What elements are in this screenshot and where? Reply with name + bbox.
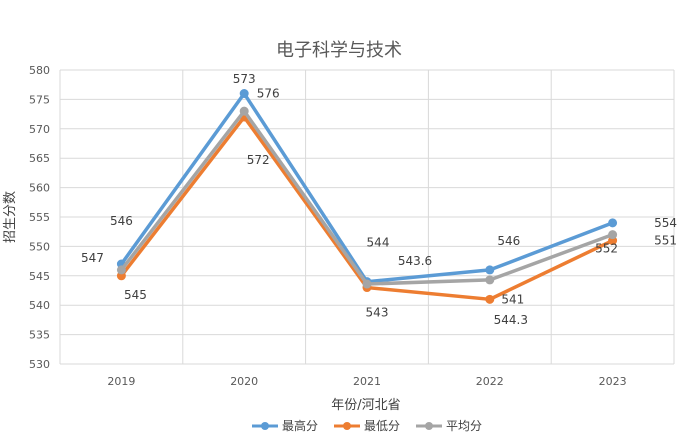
y-tick-label: 565 — [29, 152, 50, 165]
data-point — [485, 265, 495, 275]
y-tick-label: 570 — [29, 123, 50, 136]
data-label: 551 — [654, 234, 677, 248]
x-tick-label: 2021 — [353, 375, 381, 388]
y-tick-label: 575 — [29, 93, 50, 106]
data-label: 546 — [110, 214, 133, 228]
data-label: 554 — [654, 216, 677, 230]
data-label: 572 — [247, 153, 270, 167]
data-label: 547 — [81, 251, 104, 265]
x-tick-label: 2023 — [599, 375, 627, 388]
y-tick-label: 530 — [29, 358, 50, 371]
x-axis-label: 年份/河北省 — [331, 398, 400, 413]
y-tick-label: 580 — [29, 64, 50, 77]
y-axis-label: 招生分数 — [3, 191, 18, 243]
y-tick-label: 560 — [29, 182, 50, 195]
chart-title: 电子科学与技术 — [276, 40, 402, 61]
data-point — [608, 218, 618, 228]
data-label: 541 — [501, 292, 524, 306]
data-label: 576 — [257, 87, 280, 101]
y-tick-label: 550 — [29, 240, 50, 253]
data-label: 552 — [595, 242, 618, 256]
legend-marker — [261, 422, 269, 430]
x-tick-label: 2022 — [476, 375, 504, 388]
data-point — [485, 294, 495, 304]
series-line-最低分 — [120, 115, 614, 302]
data-label: 544 — [367, 236, 390, 250]
data-point — [239, 89, 249, 99]
y-tick-label: 540 — [29, 299, 50, 312]
legend-marker — [343, 422, 351, 430]
data-point — [116, 265, 126, 275]
data-point — [239, 106, 249, 116]
legend-label: 最低分 — [364, 419, 400, 433]
data-label: 544.3 — [494, 313, 528, 327]
data-point — [362, 279, 372, 289]
y-tick-label: 545 — [29, 270, 50, 283]
y-tick-label: 555 — [29, 211, 50, 224]
data-point — [485, 275, 495, 285]
x-tick-label: 2019 — [107, 375, 135, 388]
series-line-平均分 — [120, 109, 614, 286]
data-label: 545 — [124, 288, 147, 302]
x-tick-label: 2020 — [230, 375, 258, 388]
data-label: 546 — [497, 234, 520, 248]
data-label: 543.6 — [398, 254, 432, 268]
legend-label: 最高分 — [282, 418, 318, 433]
legend-marker — [425, 422, 433, 430]
legend-label: 平均分 — [446, 419, 482, 433]
data-label: 573 — [233, 72, 256, 86]
y-tick-label: 535 — [29, 329, 50, 342]
data-point — [608, 230, 618, 240]
data-label: 543 — [366, 306, 389, 320]
